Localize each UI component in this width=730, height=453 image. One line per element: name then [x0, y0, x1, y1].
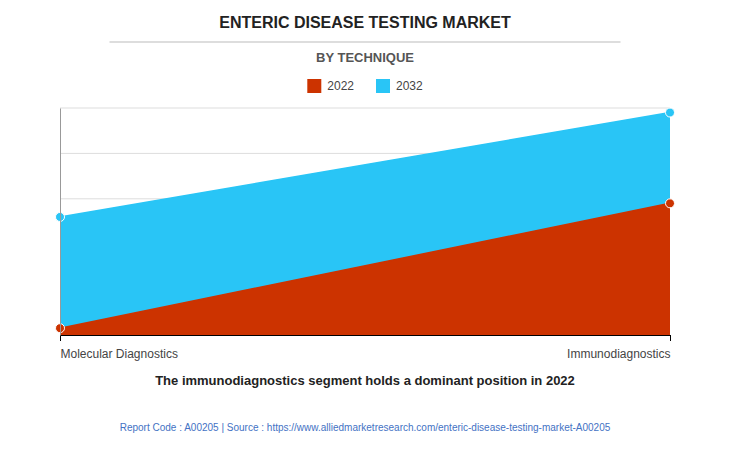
x-axis: Molecular Diagnostics Immunodiagnostics [61, 335, 671, 361]
annotation: Report Code : A00205 | Source : https://… [120, 422, 611, 433]
tick: Molecular Diagnostics [61, 335, 178, 361]
legend-swatch [376, 79, 390, 93]
legend: 2022 2032 [307, 79, 423, 93]
tick-mark [60, 335, 61, 341]
tick-label: Immunodiagnostics [567, 347, 670, 361]
legend-label: 2032 [396, 79, 423, 93]
area [60, 113, 670, 335]
legend-item: 2022 [307, 79, 354, 93]
tick-label: Molecular Diagnostics [61, 347, 178, 361]
annotation: The immunodiagnostics segment holds a do… [155, 373, 575, 388]
chart: ENTERIC DISEASE TESTING MARKET BY TECHNIQ… [0, 0, 730, 453]
title: ENTERIC DISEASE TESTING MARKET [219, 14, 511, 31]
line [60, 113, 670, 217]
axis-line [60, 109, 61, 336]
title-separator [110, 42, 621, 43]
point [666, 199, 675, 208]
legend-item: 2032 [376, 79, 423, 93]
grid-line [60, 108, 670, 109]
y-axis [60, 109, 61, 336]
line [60, 203, 670, 328]
area [60, 203, 670, 335]
legend-swatch [307, 79, 321, 93]
point [666, 108, 675, 117]
axis-line [61, 335, 671, 336]
tick-mark [670, 335, 671, 341]
marks [56, 108, 675, 335]
plot: Molecular Diagnostics Immunodiagnostics [56, 108, 675, 361]
subtitle: BY TECHNIQUE [316, 50, 414, 65]
tick: Immunodiagnostics [567, 335, 670, 361]
legend-label: 2022 [327, 79, 354, 93]
